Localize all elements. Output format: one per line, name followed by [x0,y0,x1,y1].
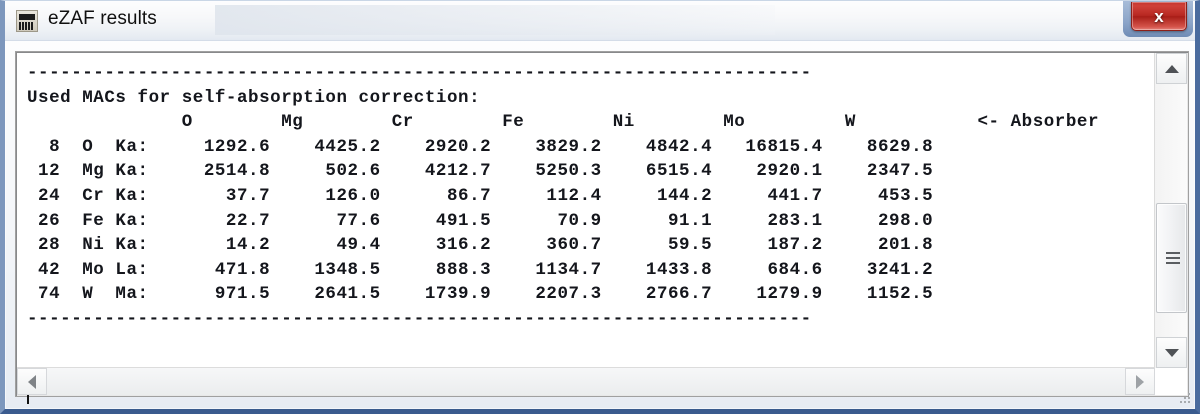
console-output: ----------------------------------------… [27,63,1100,329]
client-area: ----------------------------------------… [15,51,1189,404]
grip-line-icon [1166,252,1180,254]
grip-line-icon [1166,262,1180,264]
scroll-left-button[interactable] [17,368,47,395]
chevron-down-icon [1164,348,1179,357]
console-text-pane[interactable]: ----------------------------------------… [17,53,1155,368]
chevron-left-icon [28,374,36,389]
close-button[interactable]: x [1131,2,1187,31]
vertical-scrollbar-thumb[interactable] [1156,203,1187,313]
resize-grip[interactable] [1176,391,1192,407]
scroll-right-button[interactable] [1125,368,1155,395]
grip-line-icon [1166,257,1180,259]
window-title: eZAF results [48,8,157,29]
chevron-right-icon [1136,374,1144,389]
title-bar-highlight [215,5,775,35]
title-bar[interactable]: eZAF results x [5,1,1195,41]
vertical-scrollbar[interactable] [1154,53,1187,368]
app-icon [16,10,38,32]
scroll-up-button[interactable] [1156,53,1187,84]
close-icon: x [1154,6,1164,26]
scroll-down-button[interactable] [1156,337,1187,368]
chevron-up-icon [1164,64,1179,73]
horizontal-scrollbar[interactable] [17,367,1155,395]
